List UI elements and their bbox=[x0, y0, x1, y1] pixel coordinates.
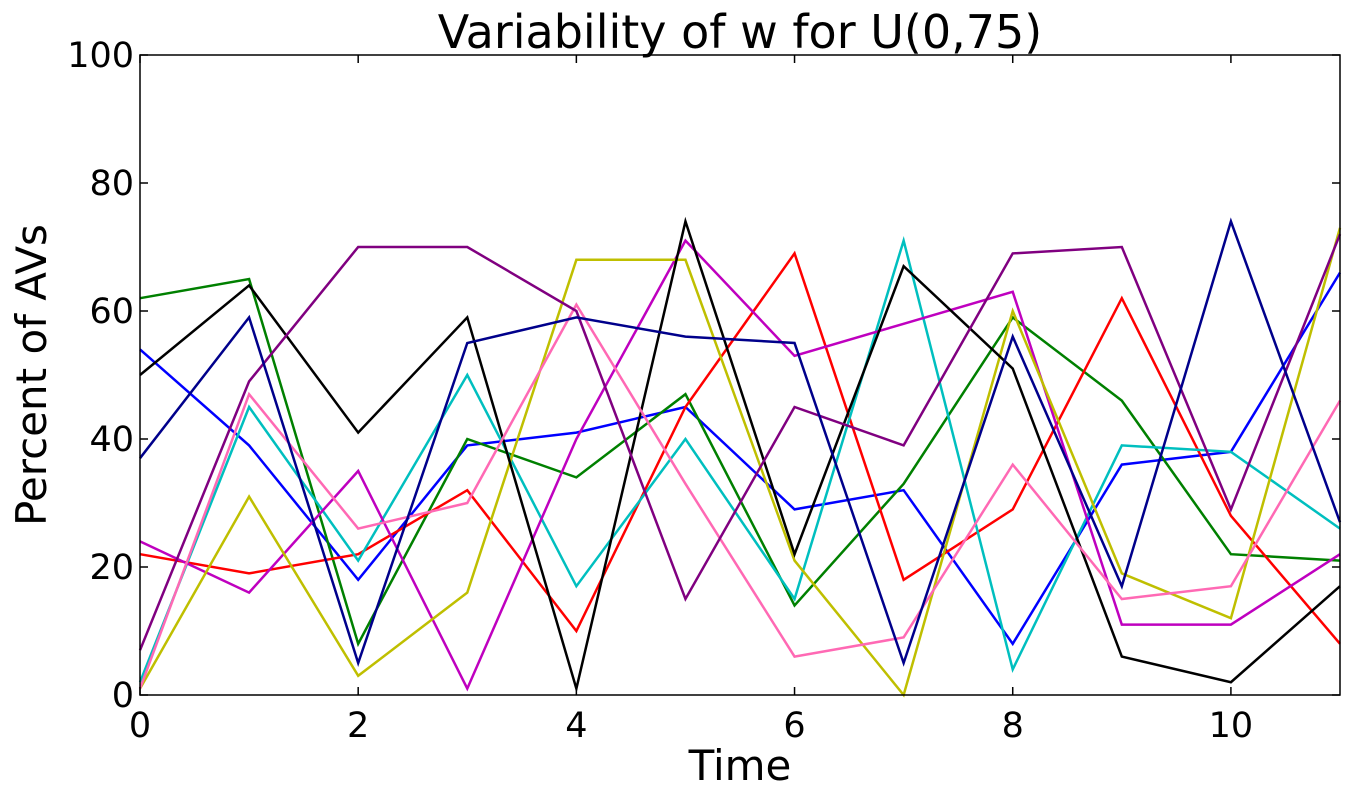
x-tick-label: 6 bbox=[783, 706, 805, 746]
x-axis-label: Time bbox=[688, 741, 792, 790]
x-tick-label: 4 bbox=[565, 706, 587, 746]
chart-title: Variability of w for U(0,75) bbox=[438, 5, 1042, 59]
x-tick-label: 2 bbox=[347, 706, 369, 746]
series-line-7 bbox=[139, 216, 1341, 694]
series-line-6 bbox=[138, 227, 1342, 698]
series-line-5 bbox=[139, 238, 1341, 692]
x-tick-label: 10 bbox=[1209, 706, 1254, 746]
x-tick-label: 0 bbox=[129, 706, 151, 746]
series-line-2 bbox=[139, 277, 1341, 648]
series-line-8 bbox=[138, 302, 1342, 690]
y-axis-label: Percent of AVs bbox=[7, 224, 56, 526]
y-tick-label: 40 bbox=[89, 420, 134, 460]
series-line-3 bbox=[139, 250, 1341, 645]
x-tick-label: 8 bbox=[1002, 706, 1024, 746]
y-tick-label: 20 bbox=[89, 548, 134, 588]
y-tick-label: 100 bbox=[67, 36, 134, 76]
series-line-4 bbox=[138, 235, 1341, 683]
y-tick-label: 80 bbox=[89, 164, 134, 204]
y-tick-label: 60 bbox=[89, 292, 134, 332]
y-tick-label: 0 bbox=[112, 676, 134, 716]
plot-frame bbox=[139, 54, 1341, 696]
series-line-9 bbox=[138, 233, 1342, 651]
series-layer bbox=[138, 216, 1342, 698]
series-line-10 bbox=[139, 217, 1342, 668]
